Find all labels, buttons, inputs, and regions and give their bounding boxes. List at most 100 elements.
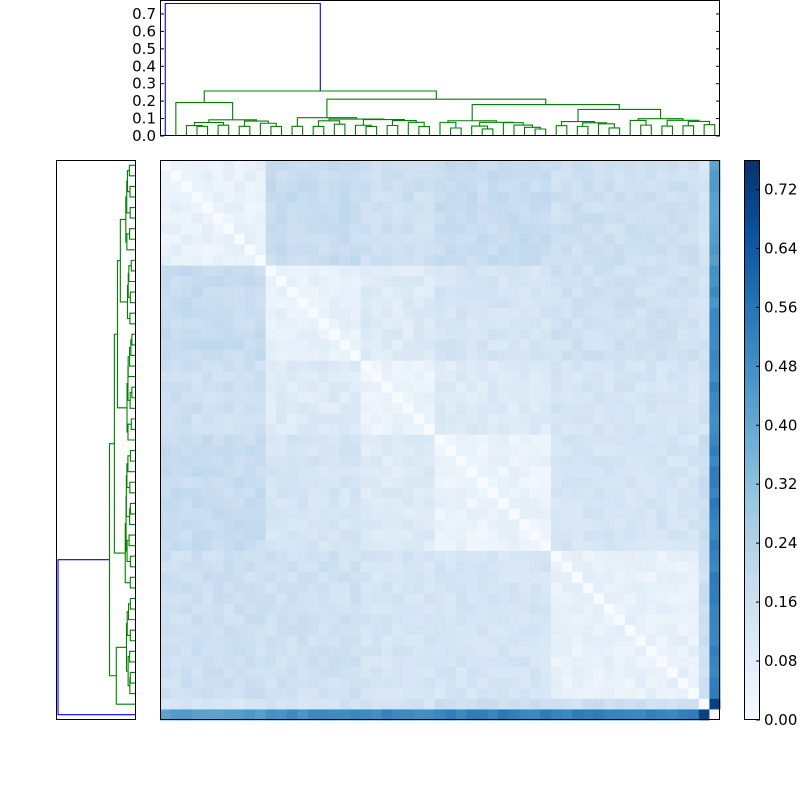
heatmap-cell (265, 667, 277, 679)
colorbar-segment (744, 264, 760, 269)
heatmap-cell (688, 371, 700, 383)
heatmap-cell (550, 170, 562, 182)
heatmap-cell (561, 371, 573, 383)
heatmap-cell (360, 445, 372, 457)
heatmap-cell (498, 508, 510, 520)
heatmap-cell (360, 170, 372, 182)
heatmap-cell (191, 255, 203, 267)
colorbar-tick-label: 0.08 (764, 652, 797, 670)
heatmap-cell (360, 624, 372, 636)
heatmap-cell (329, 519, 341, 531)
heatmap-cell (466, 381, 478, 393)
heatmap-cell (265, 561, 277, 573)
heatmap-cell (550, 212, 562, 224)
heatmap-cell (307, 445, 319, 457)
heatmap-cell (455, 445, 467, 457)
heatmap-cell (667, 403, 679, 414)
heatmap-cell (550, 498, 562, 510)
heatmap-cell (371, 434, 383, 446)
heatmap-cell (572, 350, 584, 362)
heatmap-cell (233, 709, 245, 721)
heatmap-cell (255, 181, 267, 193)
heatmap-cell (223, 381, 235, 393)
heatmap-cell (170, 191, 182, 203)
heatmap-cell (455, 403, 467, 414)
heatmap-cell (371, 656, 383, 668)
heatmap-cell (445, 223, 457, 235)
heatmap-cell (160, 392, 171, 404)
heatmap-cell (455, 582, 467, 594)
dendrogram-link (354, 124, 372, 136)
heatmap-cell (614, 624, 626, 636)
heatmap-cell (677, 181, 689, 193)
heatmap-cell (403, 212, 414, 224)
heatmap-cell (455, 498, 467, 510)
heatmap-cell (635, 434, 647, 446)
heatmap-cell (603, 255, 615, 267)
heatmap-cell (635, 413, 647, 425)
heatmap-cell (181, 624, 193, 636)
heatmap-cell (466, 244, 478, 256)
heatmap-cell (614, 244, 626, 256)
heatmap-cell (371, 318, 383, 330)
heatmap-cell (276, 624, 288, 636)
heatmap-cell (160, 371, 171, 383)
heatmap-cell (160, 667, 171, 679)
heatmap-cell (413, 455, 425, 467)
heatmap-cell (624, 561, 636, 573)
heatmap-cell (392, 561, 404, 573)
heatmap-cell (698, 160, 710, 171)
heatmap-cell (550, 286, 562, 298)
heatmap-cell (476, 381, 488, 393)
heatmap-cell (191, 561, 203, 573)
dendrogram-link (129, 228, 136, 240)
heatmap-cell (339, 223, 351, 235)
heatmap-cell (688, 455, 700, 467)
heatmap-cell (572, 318, 584, 330)
heatmap-cell (255, 381, 267, 393)
heatmap-cell (350, 360, 362, 372)
heatmap-cell (170, 487, 182, 499)
heatmap-cell (286, 677, 298, 689)
heatmap-cell (403, 318, 414, 330)
heatmap-cell (445, 371, 457, 383)
heatmap-cell (223, 455, 235, 467)
heatmap-cell (635, 476, 647, 488)
heatmap-cell (160, 202, 171, 214)
heatmap-cell (656, 381, 668, 393)
heatmap-cell (466, 413, 478, 425)
heatmap-cell (286, 688, 298, 700)
heatmap-cell (276, 445, 288, 457)
heatmap-cell (635, 614, 647, 626)
heatmap-cell (276, 582, 288, 594)
heatmap-cell (434, 339, 446, 351)
heatmap-cell (255, 212, 267, 224)
heatmap-cell (698, 403, 710, 414)
heatmap-cell (318, 371, 330, 383)
heatmap-cell (519, 498, 531, 510)
heatmap-cell (614, 160, 626, 171)
heatmap-cell (392, 455, 404, 467)
heatmap-cell (318, 561, 330, 573)
dendrogram-link (131, 333, 136, 346)
heatmap-cell (698, 329, 710, 341)
colorbar-segment (744, 428, 760, 433)
heatmap-cell (339, 656, 351, 668)
heatmap-cell (255, 593, 267, 605)
heatmap-cell (403, 350, 414, 362)
heatmap-cell (582, 181, 594, 193)
heatmap-cell (170, 656, 182, 668)
heatmap-cell (656, 593, 668, 605)
heatmap-cell (191, 350, 203, 362)
heatmap-cell (424, 265, 436, 277)
heatmap-cell (403, 276, 414, 288)
heatmap-cell (466, 307, 478, 319)
heatmap-cell (434, 572, 446, 584)
heatmap-cell (318, 445, 330, 457)
heatmap-cell (624, 476, 636, 488)
heatmap-cell (572, 635, 584, 647)
heatmap-cell (635, 709, 647, 721)
heatmap-cell (276, 688, 288, 700)
heatmap-cell (160, 519, 171, 531)
heatmap-cell (160, 487, 171, 499)
